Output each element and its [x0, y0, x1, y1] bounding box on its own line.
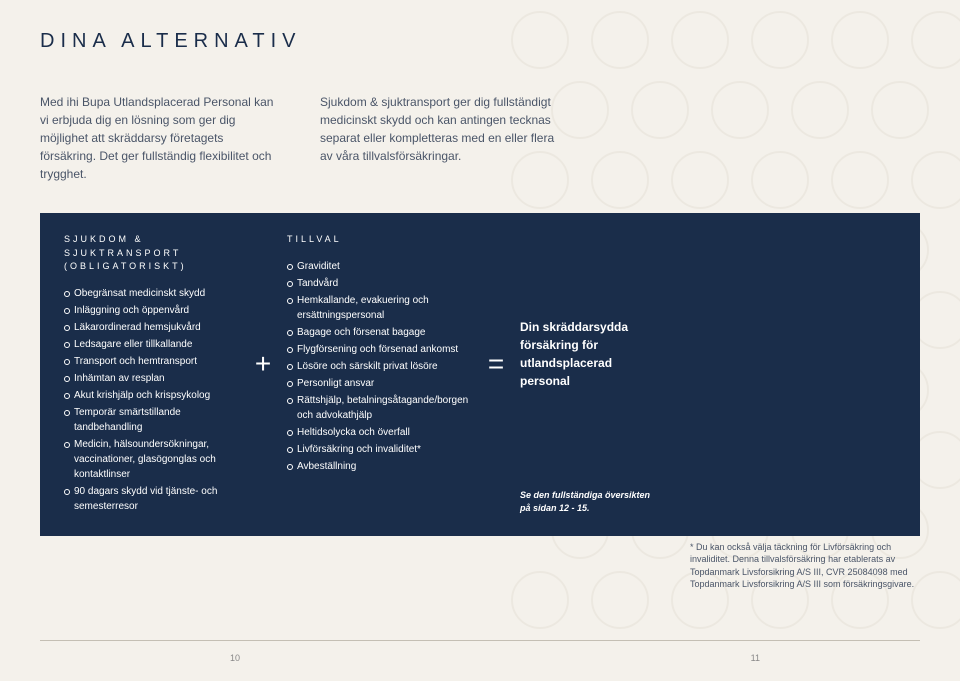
list-item: Ledsagare eller tillkallande — [64, 337, 239, 352]
list-item: Livförsäkring och invaliditet* — [287, 442, 472, 457]
insurance-panel: SJUKDOM & SJUKTRANSPORT (OBLIGATORISKT) … — [40, 213, 920, 536]
bottom-divider — [40, 640, 920, 641]
list-item: Avbeställning — [287, 459, 472, 474]
list-item: Bagage och försenat bagage — [287, 325, 472, 340]
list-item: Personligt ansvar — [287, 376, 472, 391]
optional-list: Graviditet Tandvård Hemkallande, evakuer… — [287, 259, 472, 474]
mandatory-column: SJUKDOM & SJUKTRANSPORT (OBLIGATORISKT) … — [64, 233, 239, 516]
plus-operator: + — [253, 343, 273, 385]
mandatory-heading: SJUKDOM & SJUKTRANSPORT (OBLIGATORISKT) — [64, 233, 239, 274]
equals-operator: = — [486, 343, 506, 385]
list-item: Inläggning och öppenvård — [64, 303, 239, 318]
list-item: Rättshjälp, betalningsåtagande/borgen oc… — [287, 393, 472, 423]
list-item: Obegränsat medicinskt skydd — [64, 286, 239, 301]
list-item: Tandvård — [287, 276, 472, 291]
list-item: Transport och hemtransport — [64, 354, 239, 369]
optional-heading: TILLVAL — [287, 233, 472, 247]
list-item: Lösöre och särskilt privat lösöre — [287, 359, 472, 374]
list-item: Hemkallande, evakuering och ersättningsp… — [287, 293, 472, 323]
mandatory-list: Obegränsat medicinskt skydd Inläggning o… — [64, 286, 239, 514]
page-number-left: 10 — [230, 653, 240, 663]
intro-col-1: Med ihi Bupa Utlandsplacerad Personal ka… — [40, 93, 280, 183]
page-title: DINA ALTERNATIV — [40, 30, 920, 53]
result-column: Din skräddarsydda försäkring för utlands… — [520, 318, 660, 390]
list-item: Läkarordinerad hemsjukvård — [64, 320, 239, 335]
optional-column: TILLVAL Graviditet Tandvård Hemkallande,… — [287, 233, 472, 476]
page-number-right: 11 — [751, 653, 760, 663]
list-item: Temporär smärtstillande tandbehandling — [64, 405, 239, 435]
list-item: 90 dagars skydd vid tjänste- och semeste… — [64, 484, 239, 514]
intro-col-2: Sjukdom & sjuktransport ger dig fullstän… — [320, 93, 560, 183]
list-item: Akut krishjälp och krispsykolog — [64, 388, 239, 403]
list-item: Medicin, hälso­undersökningar, vaccinati… — [64, 437, 239, 482]
see-more-note: Se den fullständiga översikten på sidan … — [520, 489, 660, 516]
intro-row: Med ihi Bupa Utlandsplacerad Personal ka… — [40, 93, 920, 183]
list-item: Flygförsening och försenad ankomst — [287, 342, 472, 357]
list-item: Inhämtan av resplan — [64, 371, 239, 386]
list-item: Heltidsolycka och överfall — [287, 425, 472, 440]
result-text: Din skräddarsydda försäkring för utlands… — [520, 318, 660, 390]
list-item: Graviditet — [287, 259, 472, 274]
